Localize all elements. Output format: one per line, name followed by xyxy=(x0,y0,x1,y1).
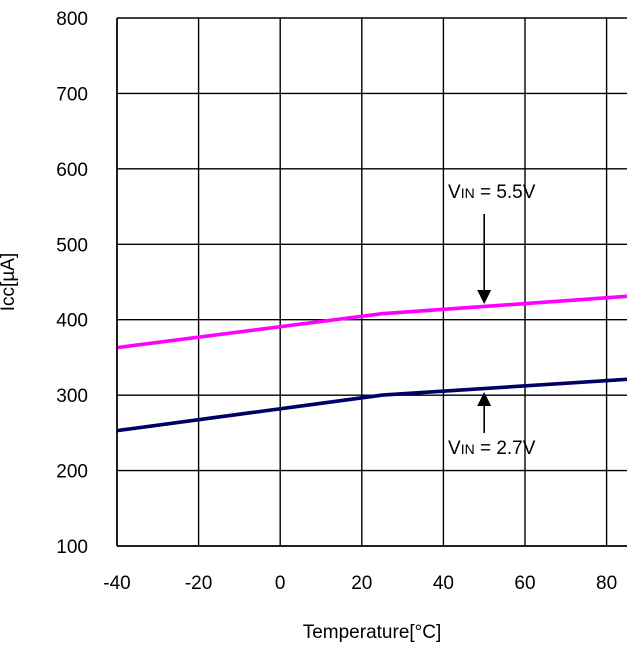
x-tick-label: -20 xyxy=(185,573,212,594)
annotation-label-2: VIN = 2.7V xyxy=(448,438,536,459)
y-tick-label: 600 xyxy=(56,160,88,181)
y-tick-label: 100 xyxy=(56,537,88,558)
x-tick-label: 60 xyxy=(514,573,535,594)
series-group xyxy=(116,294,627,433)
y-tick-label: 300 xyxy=(56,386,88,407)
grid-lines xyxy=(116,17,627,547)
arrow-head-2 xyxy=(477,392,492,406)
annotations: VIN = 5.5V VIN = 2.7V xyxy=(448,182,536,459)
series-line-2 xyxy=(116,377,627,433)
x-tick-labels: -40 -20 0 20 40 60 80 xyxy=(103,573,617,594)
arrow-head-1 xyxy=(477,290,492,304)
y-tick-label: 400 xyxy=(56,311,88,332)
x-tick-label: 0 xyxy=(275,573,286,594)
y-tick-labels: 100 200 300 400 500 600 700 800 xyxy=(56,9,88,558)
y-axis-label: Icc[µA] xyxy=(0,253,19,311)
annotation-label-1: VIN = 5.5V xyxy=(448,182,536,203)
series-line-1 xyxy=(116,294,627,350)
y-tick-label: 700 xyxy=(56,84,88,105)
plot-frame xyxy=(116,18,627,547)
x-tick-label: 80 xyxy=(596,573,617,594)
y-tick-label: 200 xyxy=(56,462,88,483)
y-tick-label: 500 xyxy=(56,235,88,256)
x-tick-label: 20 xyxy=(351,573,372,594)
y-tick-label: 800 xyxy=(56,9,88,30)
x-tick-label: 40 xyxy=(433,573,454,594)
x-tick-label: -40 xyxy=(103,573,130,594)
x-axis-label: Temperature[°C] xyxy=(303,622,442,643)
